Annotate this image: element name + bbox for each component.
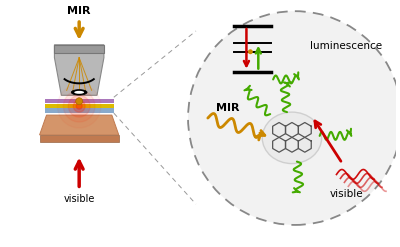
Ellipse shape bbox=[71, 90, 87, 95]
Ellipse shape bbox=[262, 112, 322, 164]
FancyBboxPatch shape bbox=[44, 99, 114, 103]
Circle shape bbox=[63, 90, 95, 122]
Text: visible: visible bbox=[330, 189, 363, 199]
Text: luminescence: luminescence bbox=[310, 41, 382, 51]
Text: visible: visible bbox=[64, 194, 95, 204]
FancyBboxPatch shape bbox=[44, 104, 114, 108]
Circle shape bbox=[76, 98, 83, 105]
Circle shape bbox=[73, 100, 85, 112]
Polygon shape bbox=[54, 45, 104, 95]
FancyBboxPatch shape bbox=[44, 108, 114, 113]
FancyBboxPatch shape bbox=[54, 45, 104, 53]
Circle shape bbox=[188, 11, 400, 225]
Circle shape bbox=[76, 103, 82, 109]
Circle shape bbox=[68, 95, 90, 117]
Polygon shape bbox=[40, 115, 119, 135]
Text: MIR: MIR bbox=[68, 6, 91, 16]
FancyBboxPatch shape bbox=[40, 135, 119, 142]
Ellipse shape bbox=[74, 91, 84, 94]
Text: MIR: MIR bbox=[216, 103, 239, 113]
Circle shape bbox=[248, 49, 253, 54]
